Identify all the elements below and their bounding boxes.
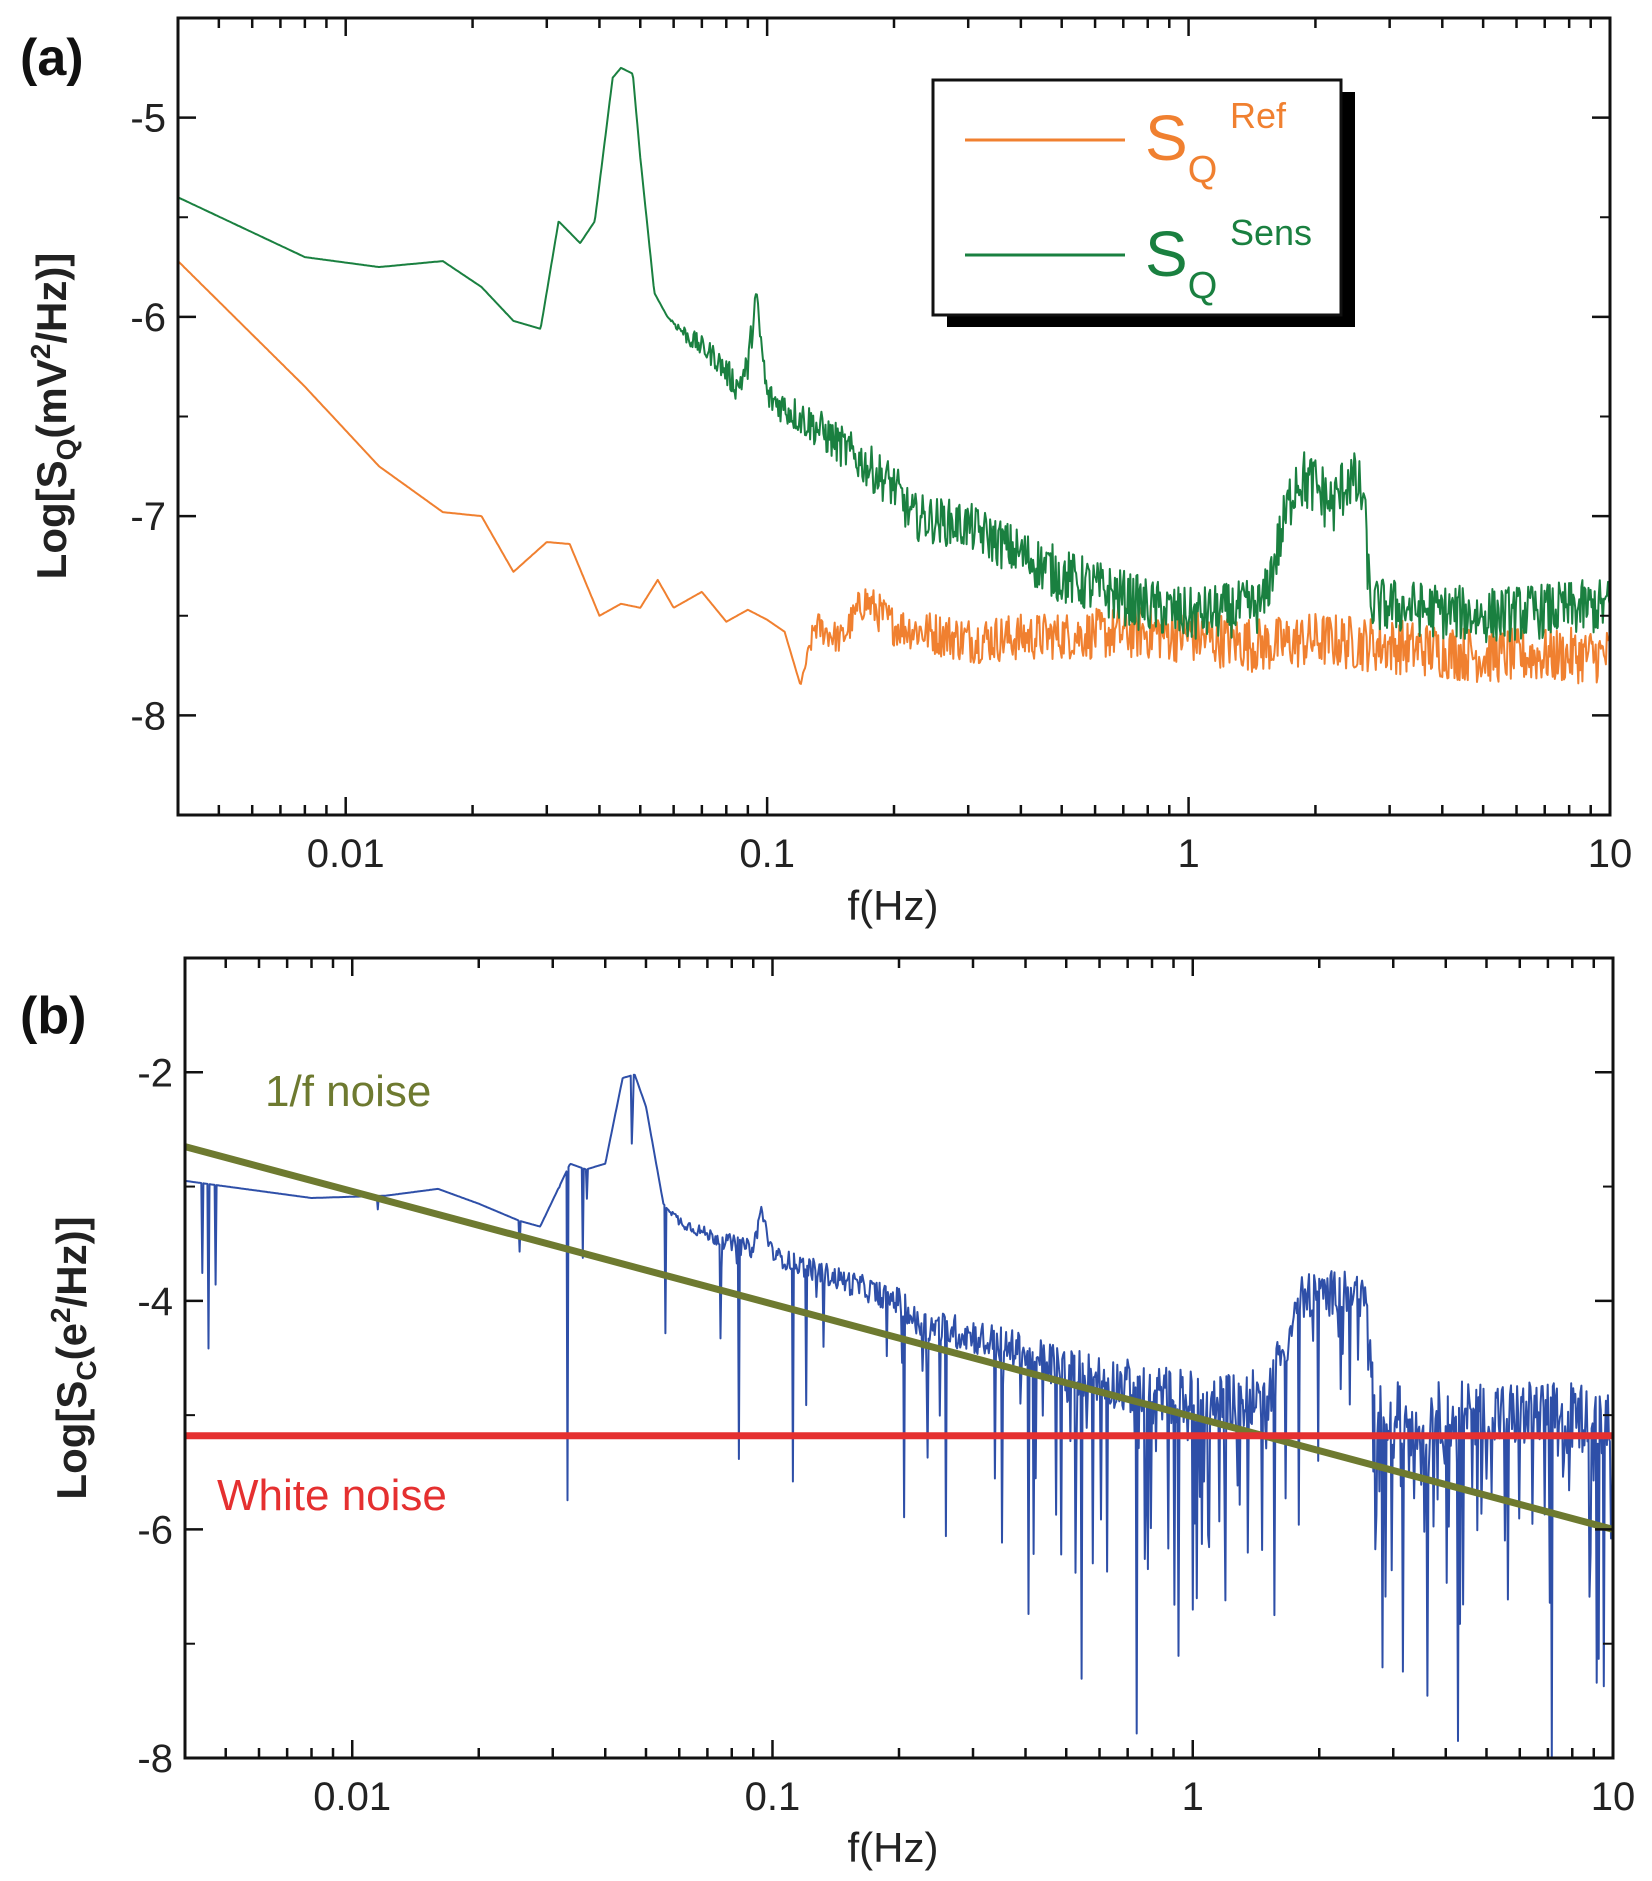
legend-sens-label: SQ Sens bbox=[1145, 212, 1312, 307]
x-tick-label: 0.1 bbox=[739, 832, 795, 876]
annotation-white-noise: White noise bbox=[217, 1471, 447, 1520]
panel-b-ylabel: Log[SC(e2/Hz)] bbox=[45, 1216, 102, 1499]
panel-b-ylabel-sub: C bbox=[71, 1360, 102, 1380]
panel-a-label: (a) bbox=[20, 29, 84, 87]
legend-sens-sup: Sens bbox=[1230, 212, 1312, 253]
panel-a: (a) 0.01 0.1 1 10-8-7-6-5 f(Hz) Log[SQ(mV2/… bbox=[20, 16, 1632, 929]
panel-a-legend: SQRef SQSens bbox=[931, 78, 1355, 327]
panel-b-ticks: 0.01 0.1 1 10 -8 -6 -4 -2 bbox=[137, 958, 1635, 1819]
y-tick-label: -6 bbox=[137, 1508, 173, 1552]
y-tick-label: -7 bbox=[130, 495, 166, 539]
x-tick-label: 0.01 bbox=[313, 1775, 391, 1819]
legend-ref-main: S bbox=[1145, 102, 1188, 174]
panel-b-ylabel-pre: Log[S bbox=[48, 1381, 95, 1500]
series-line-s-c bbox=[184, 1073, 1614, 1759]
y-tick-label: -8 bbox=[130, 694, 166, 738]
panel-a-xlabel: f(Hz) bbox=[848, 882, 939, 929]
panel-b-ylabel-post: /Hz)] bbox=[48, 1216, 95, 1307]
legend-ref-sub: Q bbox=[1188, 149, 1218, 191]
panel-a-ylabel-post: /Hz)] bbox=[28, 253, 75, 344]
series-line-1-f-noise bbox=[184, 1143, 1614, 1533]
legend-box bbox=[931, 78, 1343, 317]
panel-b-label: (b) bbox=[20, 987, 86, 1045]
panel-a-ticks: 0.01 0.1 1 10 -8 -7 -6 -5 bbox=[130, 18, 1632, 876]
legend-sens-sub: Q bbox=[1188, 265, 1218, 307]
legend-ref-label: SQ Ref bbox=[1145, 95, 1287, 191]
panel-a-ylabel: Log[SQ(mV2/Hz)] bbox=[25, 253, 82, 580]
y-tick-label: -8 bbox=[137, 1737, 173, 1781]
x-tick-label: 0.1 bbox=[745, 1775, 801, 1819]
panel-b: (b) 0.01 0.1 1 10 -8 -6 -4 -2 f(Hz) Log[SC(e2/H… bbox=[20, 956, 1635, 1871]
annotation-1f-noise: 1/f noise bbox=[265, 1067, 431, 1116]
series-line-s-q-sens bbox=[177, 66, 1611, 644]
legend-sens-main: S bbox=[1145, 218, 1188, 290]
panel-a-series bbox=[177, 66, 1611, 685]
y-tick-label: -4 bbox=[137, 1280, 173, 1324]
x-tick-label: 10 bbox=[1588, 832, 1633, 876]
panel-a-ylabel-sup: 2 bbox=[25, 344, 56, 360]
y-tick-label: -6 bbox=[130, 296, 166, 340]
y-tick-label: -2 bbox=[137, 1051, 173, 1095]
x-tick-label: 10 bbox=[1591, 1775, 1636, 1819]
x-tick-label: 1 bbox=[1182, 1775, 1204, 1819]
panel-b-xlabel: f(Hz) bbox=[848, 1824, 939, 1871]
series-line-s-q-ref bbox=[177, 260, 1611, 685]
panel-b-ylabel-mid: (e bbox=[48, 1323, 95, 1360]
y-tick-label: -5 bbox=[130, 97, 166, 141]
panel-b-ylabel-sup: 2 bbox=[45, 1307, 76, 1323]
panel-a-ylabel-pre: Log[S bbox=[28, 460, 75, 579]
panel-b-series bbox=[184, 1073, 1614, 1759]
panel-a-ylabel-sub: Q bbox=[51, 439, 82, 461]
x-tick-label: 0.01 bbox=[307, 832, 385, 876]
panel-a-frame bbox=[176, 16, 1612, 817]
panel-a-ylabel-mid: (mV bbox=[28, 359, 75, 438]
legend-ref-sup: Ref bbox=[1230, 95, 1287, 136]
x-tick-label: 1 bbox=[1177, 832, 1199, 876]
